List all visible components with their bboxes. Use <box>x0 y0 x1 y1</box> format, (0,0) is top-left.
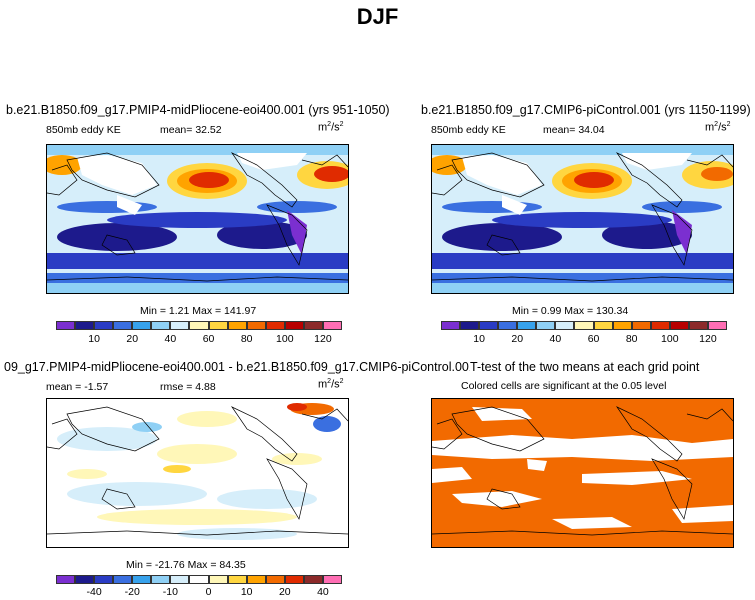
significance-map <box>432 399 733 547</box>
colorbar-swatch <box>284 575 304 584</box>
colorbar-tick-label: 10 <box>473 333 485 345</box>
colorbar-swatch <box>593 321 613 330</box>
colorbar-swatch <box>669 321 689 330</box>
colorbar-tick-label: 120 <box>314 333 332 345</box>
field-label-top-right: 850mb eddy KE <box>431 124 506 136</box>
colorbar-swatch <box>322 575 342 584</box>
colorbar-tick-label: 10 <box>240 586 253 598</box>
ke-map-picontrol <box>432 145 733 293</box>
panel-title-bottom-left: 09_g17.PMIP4-midPliocene-eoi400.001 - b.… <box>4 360 470 374</box>
colorbar-tick-label: 20 <box>278 586 291 598</box>
colorbar-swatch <box>574 321 594 330</box>
colorbar-swatch <box>322 321 342 330</box>
colorbar-swatch <box>612 321 632 330</box>
colorbar-tick-label: -10 <box>162 586 178 598</box>
colorbar-tick-label: 100 <box>276 333 294 345</box>
colorbar-swatch <box>498 321 518 330</box>
colorbar-swatch <box>132 321 152 330</box>
colorbar-swatch <box>479 321 499 330</box>
units-top-left: m2/s2 <box>318 121 344 134</box>
panel-title-top-right: b.e21.B1850.f09_g17.CMIP6-piControl.001 … <box>421 103 751 117</box>
colorbar-ticks-bottom-left: -40 -20 -10 0 10 20 40 <box>56 586 342 600</box>
minmax-top-right: Min = 0.99 Max = 130.34 <box>512 305 629 317</box>
colorbar-swatch <box>707 321 727 330</box>
units-top-right: m2/s2 <box>705 121 731 134</box>
colorbar-swatch <box>132 575 152 584</box>
colorbar-swatch <box>284 321 304 330</box>
colorbar-tick-label: 80 <box>240 333 253 345</box>
colorbar-swatch <box>56 321 76 330</box>
colorbar-tick-label: 40 <box>164 333 177 345</box>
colorbar-tick-label: 120 <box>699 333 717 345</box>
colorbar-ticks-top-right: 10 20 40 60 80 100 120 <box>441 333 727 347</box>
colorbar-bottom-left <box>56 575 342 584</box>
colorbar-swatch <box>265 321 285 330</box>
figure-title: DJF <box>356 4 399 29</box>
colorbar-tick-label: 60 <box>202 333 215 345</box>
colorbar-tick-label: 100 <box>661 333 679 345</box>
map-bottom-left <box>46 398 349 548</box>
mean-label-top-left: mean= 32.52 <box>160 124 222 136</box>
colorbar-swatch <box>94 575 114 584</box>
colorbar-tick-label: 10 <box>88 333 100 345</box>
units-bottom-left: m2/s2 <box>318 378 344 391</box>
colorbar-tick-label: 60 <box>587 333 600 345</box>
ttest-subtitle: Colored cells are significant at the 0.0… <box>461 380 667 392</box>
colorbar-swatch <box>189 575 209 584</box>
minmax-top-left: Min = 1.21 Max = 141.97 <box>140 305 257 317</box>
colorbar-swatch <box>517 321 537 330</box>
colorbar-tick-label: 20 <box>126 333 139 345</box>
minmax-bottom-left: Min = -21.76 Max = 84.35 <box>126 559 246 571</box>
colorbar-swatch <box>246 575 266 584</box>
colorbar-top-right <box>441 321 727 330</box>
colorbar-tick-label: 0 <box>205 586 212 598</box>
field-label-top-left: 850mb eddy KE <box>46 124 121 136</box>
colorbar-swatch <box>246 321 266 330</box>
colorbar-swatch <box>650 321 670 330</box>
colorbar-tick-label: 80 <box>625 333 638 345</box>
colorbar-tick-label: 40 <box>317 586 329 598</box>
colorbar-swatch <box>303 575 323 584</box>
colorbar-swatch <box>75 321 95 330</box>
colorbar-swatch <box>189 321 209 330</box>
colorbar-swatch <box>151 575 171 584</box>
colorbar-swatch <box>75 575 95 584</box>
mean-label-bottom-left: mean = -1.57 <box>46 381 109 393</box>
colorbar-swatch <box>208 575 228 584</box>
colorbar-swatch <box>94 321 114 330</box>
colorbar-tick-label: -40 <box>86 586 102 598</box>
colorbar-swatch <box>441 321 461 330</box>
panel-title-bottom-right: T-test of the two means at each grid poi… <box>470 360 700 374</box>
difference-map <box>47 399 348 547</box>
colorbar-swatch <box>631 321 651 330</box>
colorbar-swatch <box>170 575 190 584</box>
colorbar-tick-label: 40 <box>549 333 562 345</box>
colorbar-swatch <box>460 321 480 330</box>
mean-label-top-right: mean= 34.04 <box>543 124 605 136</box>
colorbar-top-left <box>56 321 342 330</box>
colorbar-swatch <box>227 575 247 584</box>
colorbar-tick-label: 20 <box>511 333 524 345</box>
colorbar-swatch <box>113 321 133 330</box>
map-bottom-right <box>431 398 734 548</box>
colorbar-swatch <box>303 321 323 330</box>
colorbar-swatch <box>113 575 133 584</box>
colorbar-swatch <box>227 321 247 330</box>
colorbar-swatch <box>56 575 76 584</box>
colorbar-swatch <box>151 321 171 330</box>
colorbar-swatch <box>265 575 285 584</box>
colorbar-tick-label: -20 <box>124 586 140 598</box>
map-top-right <box>431 144 734 294</box>
map-top-left <box>46 144 349 294</box>
colorbar-swatch <box>536 321 556 330</box>
rmse-label-bottom-left: rmse = 4.88 <box>160 381 216 393</box>
colorbar-swatch <box>688 321 708 330</box>
panel-title-top-left: b.e21.B1850.f09_g17.PMIP4-midPliocene-eo… <box>6 103 390 117</box>
colorbar-swatch <box>170 321 190 330</box>
ke-map-mid-pliocene <box>47 145 348 293</box>
colorbar-swatch <box>555 321 575 330</box>
colorbar-swatch <box>208 321 228 330</box>
colorbar-ticks-top-left: 10 20 40 60 80 100 120 <box>56 333 342 347</box>
